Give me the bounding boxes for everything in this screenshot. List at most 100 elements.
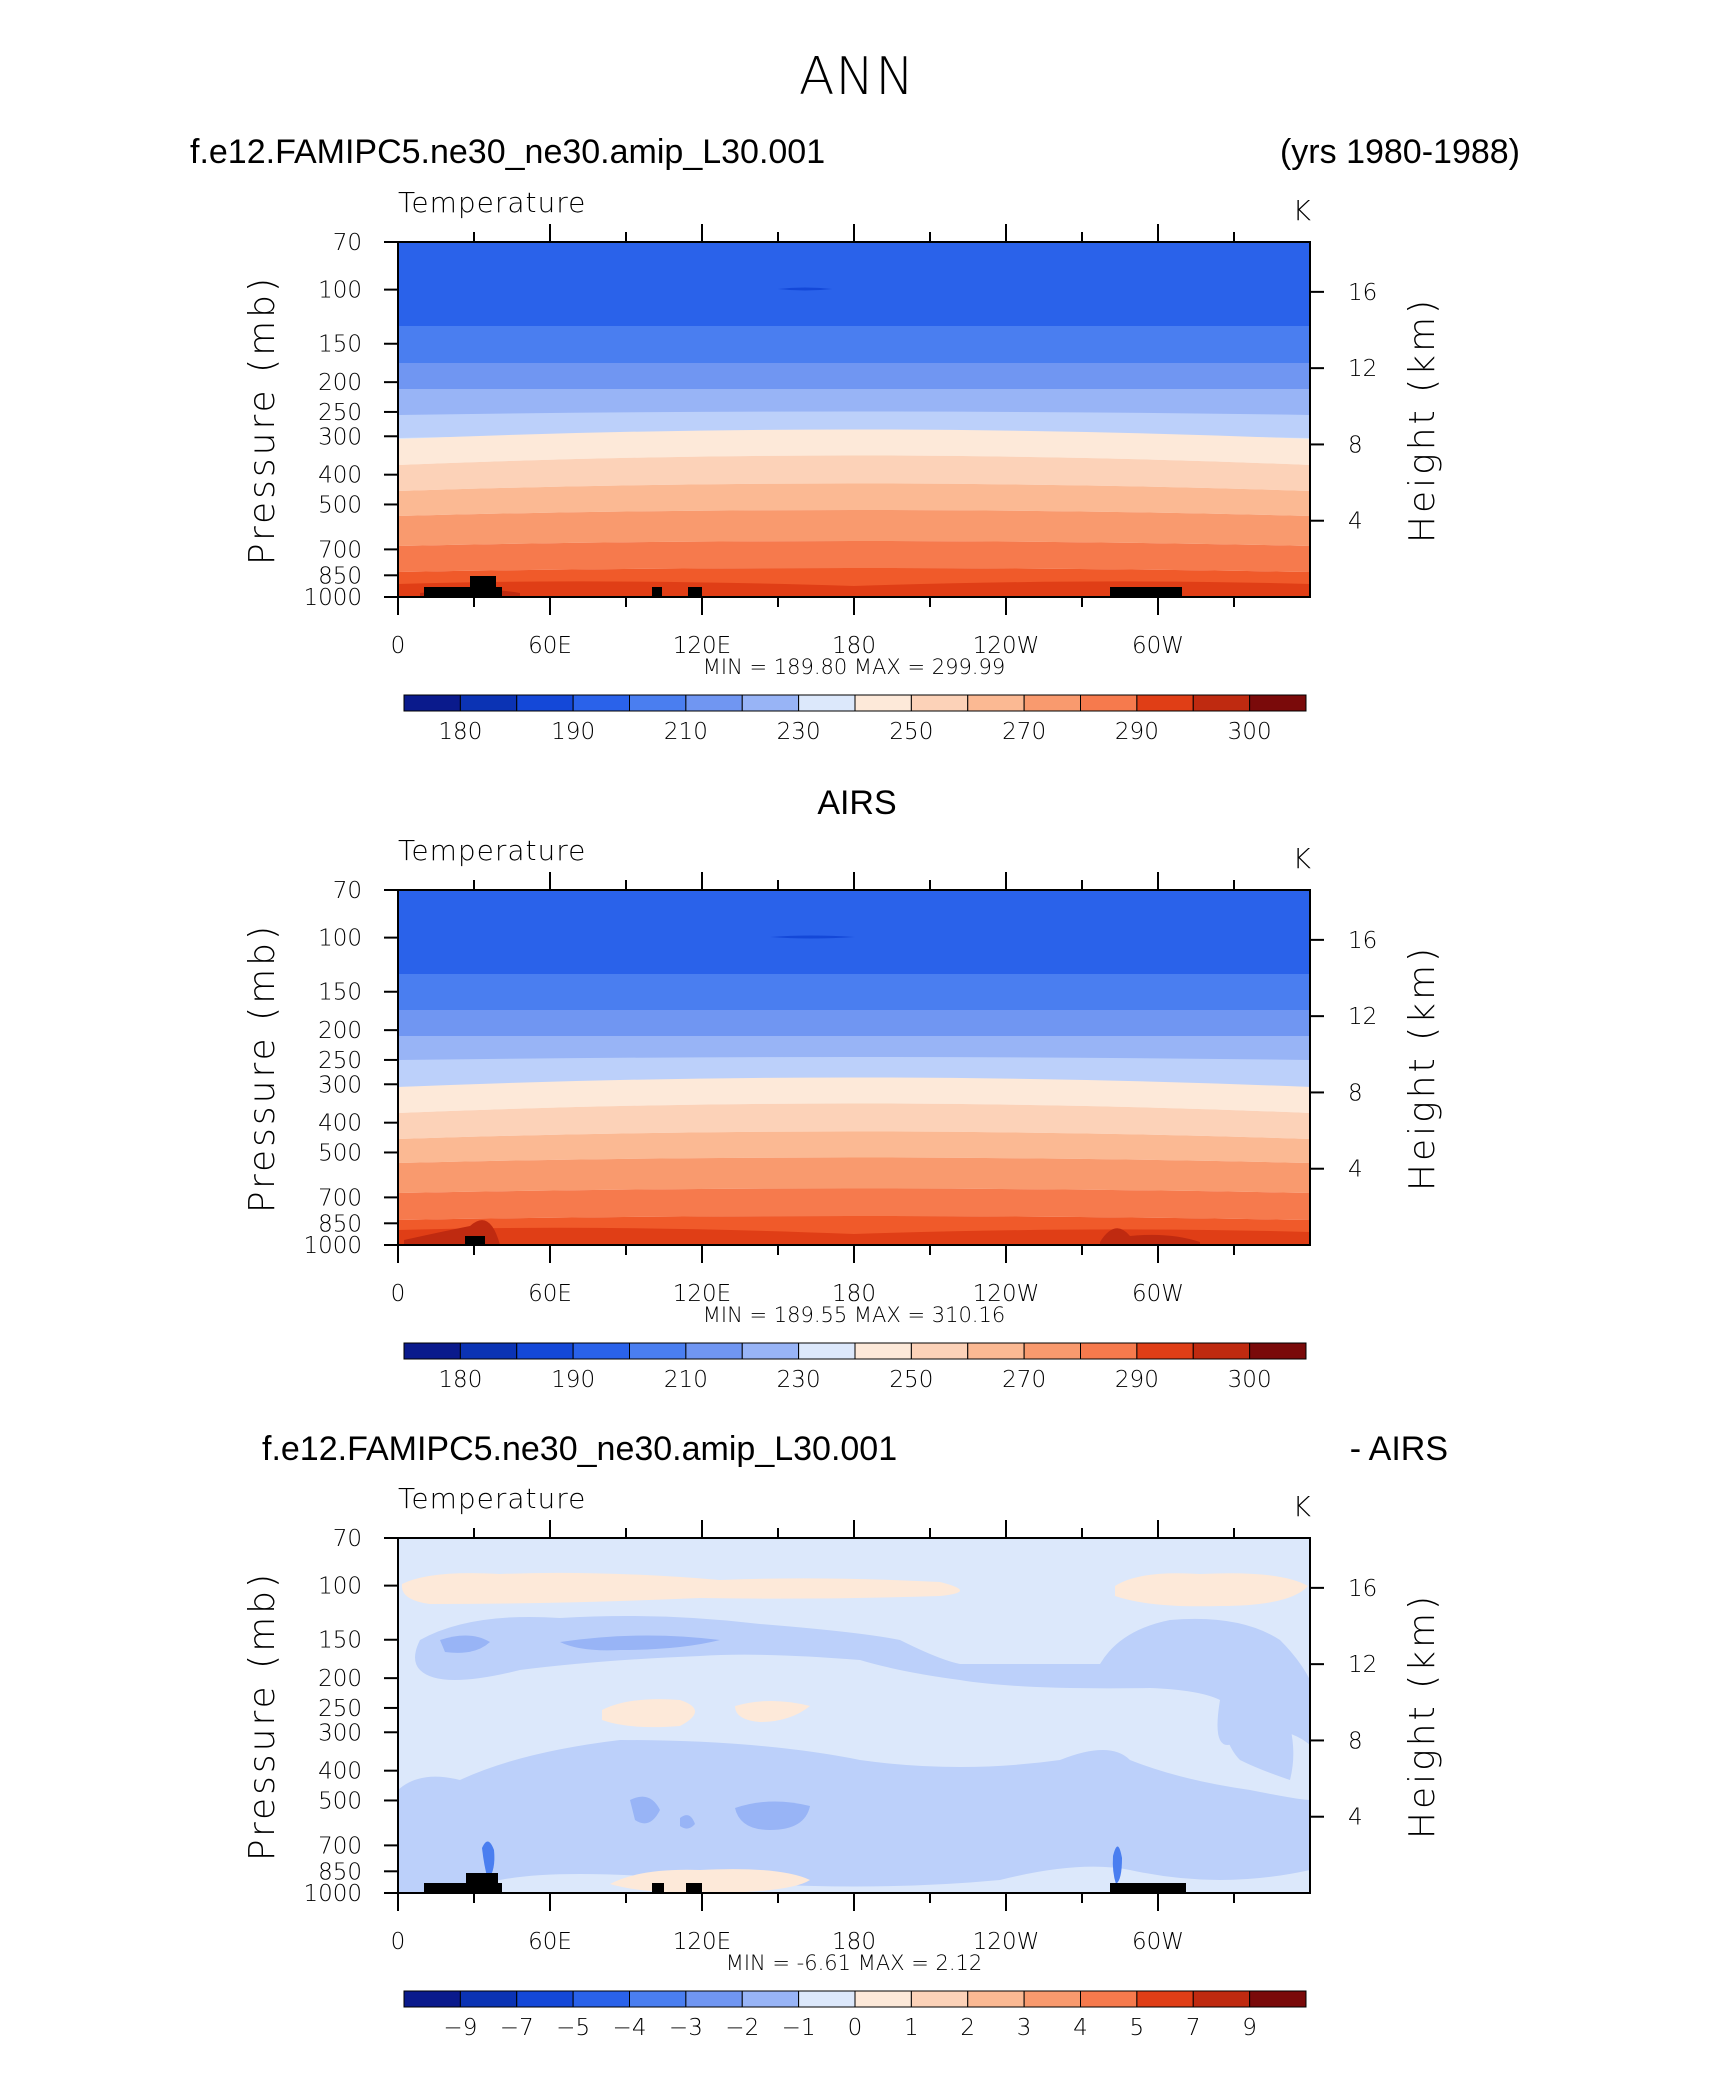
y-tick-label: 70 xyxy=(333,230,362,256)
colorbar-label: 210 xyxy=(664,1367,708,1393)
axes-layer: 7010015020025030040050070085010001612840… xyxy=(303,224,1377,2041)
colorbar-box xyxy=(516,1342,574,1360)
y-tick-label: 850 xyxy=(318,1859,362,1885)
band-220-230 xyxy=(398,1036,1310,1060)
colorbar-box xyxy=(1192,694,1251,712)
cold-bias-core xyxy=(440,1635,490,1653)
colorbar-box xyxy=(403,694,461,712)
y-tick-label: 1000 xyxy=(303,1881,362,1907)
y-tick-label: 200 xyxy=(318,370,362,396)
colorbar-box xyxy=(572,1990,630,2008)
band-200-210 xyxy=(398,326,1310,363)
x-tick-label: 180 xyxy=(832,633,876,659)
colorbar-box xyxy=(967,694,1025,712)
y-tick-label: 700 xyxy=(318,537,362,563)
y-right-tick-label: 4 xyxy=(1348,1805,1363,1831)
y-right-tick-label: 16 xyxy=(1348,928,1377,954)
band-220-230 xyxy=(398,389,1310,415)
colorbar-label: 2 xyxy=(960,2015,975,2041)
y-right-tick-label: 12 xyxy=(1348,1652,1377,1678)
cold-bias-core xyxy=(560,1635,720,1651)
y-tick-label: 150 xyxy=(318,332,362,358)
colorbar-box xyxy=(685,694,743,712)
topography xyxy=(686,1883,702,1893)
colorbar-box xyxy=(1023,1990,1081,2008)
colorbar-box xyxy=(1249,1342,1307,1360)
y-tick-label: 1000 xyxy=(303,585,362,611)
x-tick-label: 120E xyxy=(673,1929,731,1955)
colorbar-box xyxy=(629,1342,687,1360)
colorbar-box xyxy=(1080,694,1138,712)
band-260-270 xyxy=(398,1103,1310,1139)
colorbar-label: 4 xyxy=(1073,2015,1088,2041)
cold-bias-surface xyxy=(482,1841,495,1880)
tropopause-cold-patch xyxy=(778,287,832,291)
colorbar-label: 180 xyxy=(438,719,482,745)
y-right-tick-label: 8 xyxy=(1348,1080,1363,1106)
topography xyxy=(652,587,662,597)
colorbar-label: 190 xyxy=(551,719,595,745)
y-axis-label: Pressure (mb) xyxy=(242,923,283,1213)
y-tick-label: 500 xyxy=(318,1140,362,1166)
colorbar-box xyxy=(798,694,856,712)
y-tick-label: 850 xyxy=(318,1211,362,1237)
y-tick-label: 70 xyxy=(333,878,362,904)
colorbar-label: −2 xyxy=(725,2015,759,2041)
y-right-tick-label: 4 xyxy=(1348,509,1363,535)
topography xyxy=(652,1883,664,1893)
tropopause-cold-patch xyxy=(770,935,855,939)
topography xyxy=(1110,587,1182,597)
colorbar-box xyxy=(459,694,518,712)
colorbar-label: 290 xyxy=(1115,1367,1159,1393)
band-210-220 xyxy=(398,363,1310,389)
warm-bias-upper xyxy=(1115,1573,1308,1607)
colorbar-box xyxy=(741,694,800,712)
y-tick-label: 300 xyxy=(318,1072,362,1098)
band-270-280 xyxy=(398,483,1310,516)
band-surface xyxy=(398,581,1310,597)
colorbar-box xyxy=(910,1990,969,2008)
y-tick-label: 500 xyxy=(318,1788,362,1814)
colorbar-label: −3 xyxy=(669,2015,703,2041)
colorbar-box xyxy=(516,1990,574,2008)
colorbar-box xyxy=(572,694,630,712)
topography xyxy=(466,1873,498,1893)
y-tick-label: 250 xyxy=(318,1048,362,1074)
warm-bias-upper xyxy=(401,1572,960,1604)
obs-panel-title: AIRS xyxy=(817,784,896,822)
y-right-tick-label: 16 xyxy=(1348,280,1377,306)
colorbar-box xyxy=(910,694,969,712)
colorbar-label: −5 xyxy=(556,2015,590,2041)
cold-bias-core xyxy=(680,1815,695,1829)
y-axis-label-right: Height (km) xyxy=(1402,945,1443,1191)
colorbar-box xyxy=(516,694,574,712)
panel-title: Temperature xyxy=(398,1482,586,1515)
cold-bias-core xyxy=(630,1796,660,1824)
y-axis-label-right: Height (km) xyxy=(1402,1593,1443,1839)
contour-field xyxy=(398,890,1310,1245)
y-right-tick-label: 12 xyxy=(1348,1004,1377,1030)
colorbar-label: 230 xyxy=(777,719,821,745)
colorbar-box xyxy=(685,1342,743,1360)
colorbar-label: 300 xyxy=(1228,719,1272,745)
colorbar-label: 5 xyxy=(1130,2015,1145,2041)
y-right-tick-label: 4 xyxy=(1348,1157,1363,1183)
x-tick-label: 60E xyxy=(528,1929,572,1955)
x-tick-label: 0 xyxy=(391,1929,406,1955)
colorbar-label: 250 xyxy=(889,719,933,745)
y-tick-label: 250 xyxy=(318,1696,362,1722)
colorbar-label: 210 xyxy=(664,719,708,745)
colorbar-box xyxy=(685,1990,743,2008)
colorbar-label: 290 xyxy=(1115,719,1159,745)
y-tick-label: 150 xyxy=(318,1628,362,1654)
band-270-280 xyxy=(398,1131,1310,1163)
x-tick-label: 120W xyxy=(973,1929,1040,1955)
units-label: K xyxy=(1293,194,1312,227)
topography xyxy=(424,1883,502,1893)
colorbar-box xyxy=(572,1342,630,1360)
band-250-260 xyxy=(398,429,1310,465)
y-tick-label: 1000 xyxy=(303,1233,362,1259)
cool-bias-band xyxy=(1220,1686,1294,1780)
min-max-stats: MIN = 189.55 MAX = 310.16 xyxy=(703,1303,1005,1327)
